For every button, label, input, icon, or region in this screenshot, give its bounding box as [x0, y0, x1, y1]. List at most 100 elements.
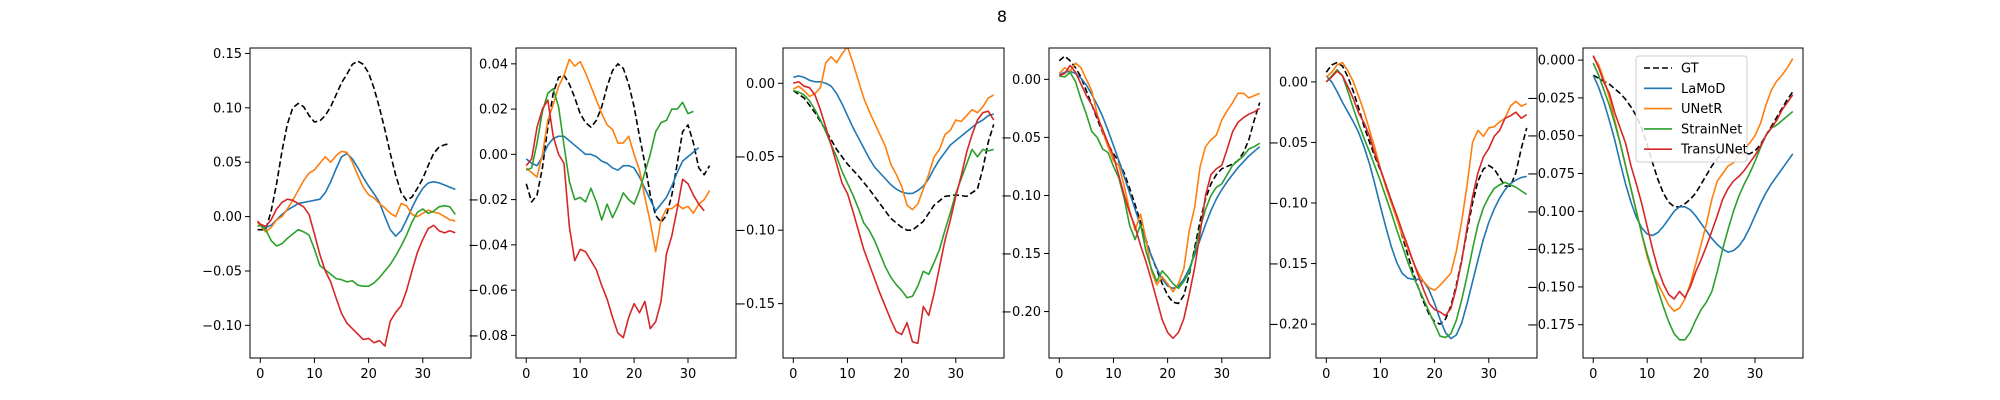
series-line-gt: [525, 63, 711, 224]
y-tick-label: −0.08: [468, 329, 508, 344]
legend-label-lamod: LaMoD: [1681, 82, 1725, 97]
y-tick-label: −0.15: [1001, 247, 1041, 262]
series-line-lamod: [525, 135, 700, 212]
x-tick-label: 10: [1639, 367, 1656, 382]
y-tick-label: −0.02: [468, 193, 508, 208]
y-tick-label: 0.00: [746, 77, 775, 92]
subplot-2: 0 10 20 30 −0.08 −0.06 −0.04 −0.02 0.00 0.02 0.04: [468, 47, 737, 382]
series-line-lamod: [1325, 75, 1527, 340]
y-tick-label: 0.04: [479, 57, 508, 72]
series-line-lamod: [257, 152, 456, 237]
y-tick-label: −0.05: [202, 264, 242, 279]
x-tick-label: 20: [360, 367, 377, 382]
series-line-strainnet: [257, 204, 456, 288]
legend-label-transunet: TransUNet: [1680, 143, 1748, 158]
axes-frame: [515, 47, 737, 359]
subplot-1: 0 10 20 30 −0.10 −0.05 0.00 0.05 0.10 0.15: [202, 47, 472, 382]
x-tick-label: 20: [626, 367, 643, 382]
x-tick-label: 30: [1214, 367, 1231, 382]
subplot-5: 0 10 20 30 −0.20 −0.15 −0.10 −0.05 0.00: [1268, 47, 1538, 382]
x-tick-label: 20: [1159, 367, 1176, 382]
y-tick-label: 0.15: [213, 47, 242, 62]
x-tick-label: 0: [256, 367, 264, 382]
x-tick-label: 10: [1105, 367, 1122, 382]
x-tick-label: 20: [1693, 367, 1710, 382]
x-tick-label: 30: [1747, 367, 1764, 382]
y-tick-label: −0.20: [1268, 318, 1308, 333]
series-line-unetr: [1325, 61, 1528, 291]
series-line-lamod: [793, 75, 994, 195]
series-line-unetr: [525, 58, 711, 253]
subplot-3: 0 10 20 30 −0.15 −0.10 −0.05 0.00: [735, 47, 1005, 382]
series-line-gt: [257, 60, 451, 231]
legend: GT LaMoD UNetR StrainNet TransUNet: [1635, 55, 1748, 163]
y-tick-label: −0.10: [735, 224, 775, 239]
y-tick-label: 0.000: [1538, 54, 1575, 69]
figure-title: 8: [997, 7, 1007, 26]
series-line-unetr: [1058, 62, 1261, 293]
legend-label-strainnet: StrainNet: [1681, 122, 1742, 137]
x-tick-label: 30: [1481, 367, 1498, 382]
y-tick-label: 0.00: [1279, 75, 1308, 90]
y-tick-label: −0.100: [1527, 205, 1575, 220]
x-tick-label: 30: [948, 367, 965, 382]
y-tick-label: −0.075: [1527, 167, 1575, 182]
x-tick-label: 20: [1426, 367, 1443, 382]
x-tick-label: 0: [1322, 367, 1330, 382]
y-tick-label: −0.10: [1001, 189, 1041, 204]
series-line-strainnet: [525, 87, 694, 221]
axes-frame: [1582, 47, 1804, 359]
x-tick-label: 0: [789, 367, 797, 382]
x-tick-label: 10: [306, 367, 323, 382]
series-line-transunet: [1592, 55, 1794, 300]
x-tick-label: 20: [893, 367, 910, 382]
y-tick-label: 0.00: [213, 210, 242, 225]
y-tick-label: −0.10: [202, 319, 242, 334]
subplot-grid: 0 10 20 30 −0.10 −0.05 0.00 0.05 0.10 0.15 0 10 20 30…: [202, 47, 1804, 382]
y-tick-label: 0.00: [479, 148, 508, 163]
legend-label-unetr: UNetR: [1681, 102, 1722, 117]
x-tick-label: 0: [522, 367, 530, 382]
x-tick-label: 0: [1589, 367, 1597, 382]
y-tick-label: −0.06: [468, 284, 508, 299]
y-tick-label: −0.10: [1268, 197, 1308, 212]
axes-frame: [249, 47, 472, 359]
y-tick-label: 0.02: [479, 103, 508, 118]
series-line-unetr: [792, 48, 995, 211]
y-tick-label: −0.150: [1527, 280, 1575, 295]
y-tick-label: −0.025: [1527, 91, 1575, 106]
x-tick-label: 10: [839, 367, 856, 382]
y-tick-label: −0.05: [735, 150, 775, 165]
y-tick-label: −0.125: [1527, 243, 1575, 258]
axes-frame: [1048, 47, 1271, 359]
series-line-strainnet: [1325, 69, 1528, 339]
subplot-4: 0 10 20 30 −0.20 −0.15 −0.10 −0.05 0.00: [1001, 47, 1271, 382]
series-line-transunet: [1325, 70, 1528, 317]
x-tick-label: 30: [415, 367, 432, 382]
y-tick-label: −0.05: [1268, 136, 1308, 151]
series-line-gt: [792, 89, 995, 231]
y-tick-label: −0.175: [1527, 318, 1575, 333]
y-tick-label: 0.00: [1012, 73, 1041, 88]
y-tick-label: −0.050: [1527, 129, 1575, 144]
x-tick-label: 10: [572, 367, 589, 382]
series-line-lamod: [1592, 74, 1794, 253]
series-line-unetr: [257, 150, 456, 233]
y-tick-label: −0.20: [1001, 305, 1041, 320]
y-tick-label: 0.05: [213, 156, 242, 171]
series-line-transunet: [793, 80, 995, 345]
y-tick-label: −0.05: [1001, 131, 1041, 146]
axes-frame: [782, 47, 1005, 359]
series-line-transunet: [525, 99, 705, 339]
y-tick-label: −0.15: [1268, 257, 1308, 272]
legend-box: [1635, 55, 1748, 163]
x-tick-label: 0: [1055, 367, 1063, 382]
series-line-transunet: [256, 198, 456, 347]
legend-label-gt: GT: [1681, 62, 1699, 77]
series-line-transunet: [1058, 64, 1261, 340]
series-line-gt: [1592, 74, 1794, 208]
y-tick-label: −0.15: [735, 297, 775, 312]
y-tick-label: −0.04: [468, 238, 508, 253]
x-tick-label: 10: [1372, 367, 1389, 382]
